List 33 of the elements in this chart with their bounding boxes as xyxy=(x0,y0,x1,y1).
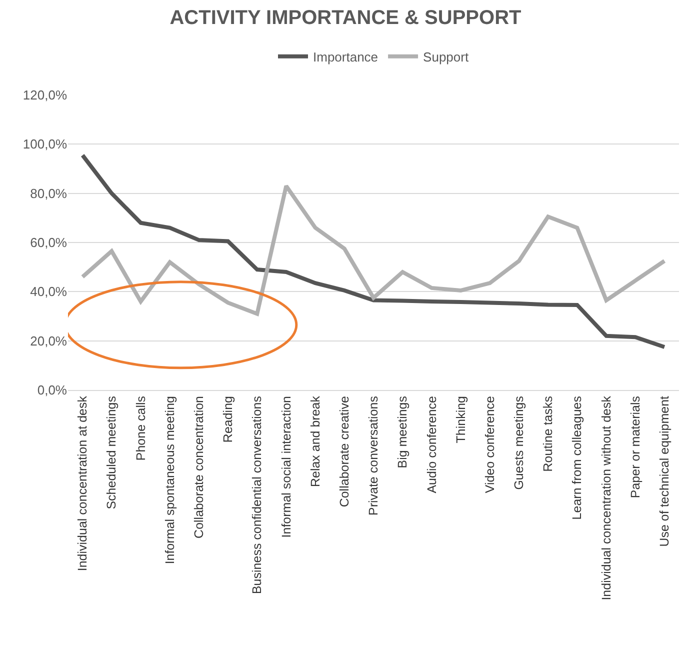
x-tick-label: Individual concentration at desk xyxy=(76,395,90,572)
x-tick-label: Private conversations xyxy=(366,396,381,516)
x-tick-label: Scheduled meetings xyxy=(104,396,119,510)
x-tick-label: Video conference xyxy=(482,396,497,494)
x-tick-label: Reading xyxy=(221,396,236,443)
chart-title: ACTIVITY IMPORTANCE & SUPPORT xyxy=(170,6,522,29)
line-series xyxy=(80,153,666,349)
y-tick-label: 120,0% xyxy=(22,88,68,103)
y-tick-label: 60,0% xyxy=(30,235,68,250)
y-tick-label: 0,0% xyxy=(37,382,68,398)
x-tick-label: Learn from colleagues xyxy=(570,396,584,520)
legend-label: Support xyxy=(423,49,469,64)
x-tick-label: Relax and break xyxy=(308,395,322,488)
x-tick-label: Guests meetings xyxy=(512,396,526,490)
line-series xyxy=(80,184,666,316)
x-tick-label: Informal social interaction xyxy=(279,396,294,538)
x-tick-label: Informal spontaneous meeting xyxy=(162,396,177,564)
x-tick-label: Business confidential conversations xyxy=(250,396,264,594)
y-tick-label: 20,0% xyxy=(30,333,68,348)
legend-label: Importance xyxy=(313,49,378,64)
x-tick-label: Collaborate concentration xyxy=(192,396,206,538)
x-tick-label: Thinking xyxy=(454,396,468,444)
x-tick-label: Audio conference xyxy=(424,396,439,494)
x-tick-label: Paper or materials xyxy=(628,396,642,498)
y-tick-label: 100,0% xyxy=(22,136,68,152)
y-tick-label: 80,0% xyxy=(30,186,68,201)
x-tick-label: Routine tasks xyxy=(541,396,556,472)
x-tick-label: Use of technical equipment xyxy=(658,395,672,547)
x-tick-label: Big meetings xyxy=(396,396,410,468)
y-tick-label: 40,0% xyxy=(30,284,68,300)
x-tick-label: Phone calls xyxy=(134,396,148,461)
x-tick-label: Individual concentration without desk xyxy=(599,395,614,600)
x-tick-label: Collaborate creative xyxy=(337,396,352,508)
